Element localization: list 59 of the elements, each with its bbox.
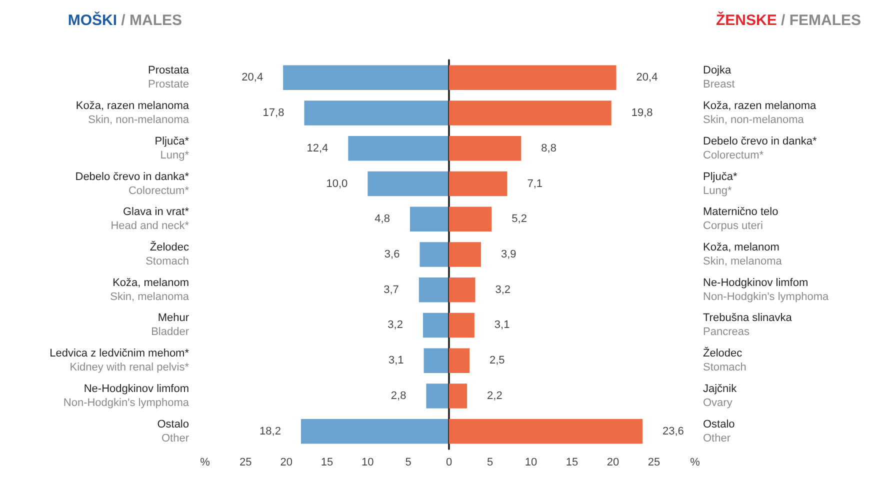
x-tick-label: % xyxy=(200,456,210,468)
x-tick-label: 20 xyxy=(280,456,292,468)
x-tick-label: 25 xyxy=(240,456,252,468)
x-tick-label: 5 xyxy=(486,456,494,468)
y-tick-label: Ne-Hodgkinov limfom Non-Hodgkin's lymphoma xyxy=(63,382,190,409)
y-tick-label: Maternično telo Corpus uteri xyxy=(703,206,778,232)
data-label: 7,1 xyxy=(527,178,543,190)
x-tick-label: 5 xyxy=(405,456,412,468)
y-tick-label: Želodec Stomach xyxy=(703,346,746,374)
data-label: 19,8 xyxy=(631,107,653,120)
y-tick-label: Ne-Hodgkinov limfom Non-Hodgkin's lymphoma xyxy=(703,276,830,303)
y-tick-label: Ostalo Other xyxy=(703,418,735,444)
data-label: 8,8 xyxy=(541,142,556,154)
y-tick-label: Prostata Prostate xyxy=(148,64,190,91)
chart-title: MOŠKI / MALES xyxy=(68,11,182,29)
y-tick-label: Koža, melanom Skin, melanoma xyxy=(703,242,783,268)
x-tick-label: 10 xyxy=(524,456,538,468)
y-tick-label: Koža, melanom Skin, melanoma xyxy=(110,276,190,303)
data-label: 2,8 xyxy=(390,390,406,402)
data-label: 2,5 xyxy=(490,354,505,367)
data-label: 3,7 xyxy=(384,284,399,296)
y-tick-label: Želodec Stomach xyxy=(146,240,190,268)
data-label: 3,1 xyxy=(494,319,510,332)
y-tick-label: Dojka Breast xyxy=(703,64,735,91)
data-label: 20,4 xyxy=(636,72,658,84)
y-tick-label: Ostalo Other xyxy=(157,418,190,444)
data-label: 20,4 xyxy=(242,72,264,84)
y-tick-label: Glava in vrat* Head and neck* xyxy=(110,206,190,232)
x-tick-label: 15 xyxy=(320,456,334,468)
y-tick-label: Koža, razen melanoma Skin, non-melanoma xyxy=(76,100,190,126)
x-tick-label: 25 xyxy=(648,456,660,468)
data-label: 3,6 xyxy=(384,248,400,260)
x-tick-label: 10 xyxy=(362,456,374,468)
data-label: 2,2 xyxy=(487,390,502,402)
y-tick-label: Pljuča* Lung* xyxy=(154,135,190,162)
y-tick-label: Debelo črevo in danka* Colorectum* xyxy=(75,170,190,197)
x-tick-label: 15 xyxy=(566,456,578,468)
data-label: 3,2 xyxy=(388,319,403,332)
y-tick-label: Pljuča* Lung* xyxy=(703,170,738,197)
data-label: 12,4 xyxy=(306,142,328,154)
data-label: 17,8 xyxy=(262,107,284,120)
data-label: 18,2 xyxy=(260,425,281,438)
y-tick-label: Ledvica z ledvičnim mehom* Kidney with renal pelvis* xyxy=(50,348,190,374)
y-tick-label: Koža, razen melanoma Skin, non-melanoma xyxy=(703,100,817,126)
text: ŽENSKE / FEMALES xyxy=(716,11,862,29)
data-label: 3,2 xyxy=(495,284,511,296)
y-tick-label: Trebušna slinavka Pancreas xyxy=(703,312,793,338)
y-tick-label: Debelo črevo in danka* Colorectum* xyxy=(703,135,818,162)
data-label: 5,2 xyxy=(512,213,527,226)
x-tick-label: % xyxy=(690,456,700,468)
data-label: 3,1 xyxy=(388,354,404,367)
x-tick-label: 0 xyxy=(446,456,452,468)
data-label: 4,8 xyxy=(374,213,390,226)
y-tick-label: Mehur Bladder xyxy=(151,312,190,338)
x-tick-label: 20 xyxy=(606,456,620,468)
data-label: 10,0 xyxy=(326,178,348,190)
y-tick-label: Jajčnik Ovary xyxy=(703,382,738,409)
data-label: 23,6 xyxy=(662,425,684,438)
data-label: 3,9 xyxy=(500,248,516,260)
